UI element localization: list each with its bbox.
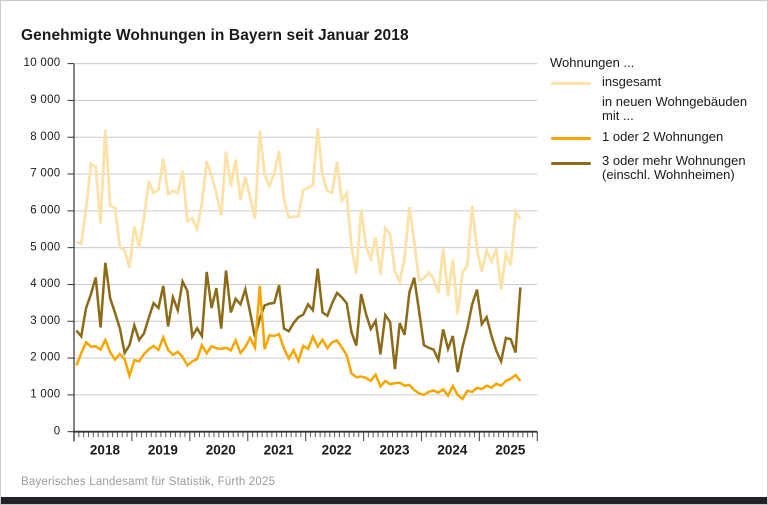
legend-item-large: 3 oder mehr Wohnungen (einschl. Wohnheime…: [550, 154, 746, 182]
svg-text:2022: 2022: [322, 443, 352, 458]
svg-text:2025: 2025: [495, 443, 526, 458]
svg-text:2023: 2023: [379, 443, 410, 458]
legend-swatch-small-icon: [551, 137, 591, 140]
legend-swatch-large-icon: [551, 161, 591, 165]
svg-text:2018: 2018: [90, 443, 121, 458]
chart-title: Genehmigte Wohnungen in Bayern seit Janu…: [21, 27, 409, 44]
legend-item-newbuild: in neuen Wohngebäuden mit ...: [550, 95, 747, 123]
legend-label-large: 3 oder mehr Wohnungen (einschl. Wohnheime…: [602, 153, 746, 182]
svg-text:2020: 2020: [206, 443, 236, 458]
svg-text:2019: 2019: [148, 443, 178, 458]
legend-title: Wohnungen ...: [550, 55, 635, 70]
svg-text:10 000: 10 000: [24, 57, 61, 69]
svg-text:4 000: 4 000: [30, 278, 60, 290]
svg-text:9 000: 9 000: [30, 94, 60, 106]
svg-text:1 000: 1 000: [30, 389, 60, 401]
legend-label-newbuild: in neuen Wohngebäuden mit ...: [602, 94, 748, 123]
svg-text:2021: 2021: [264, 443, 295, 458]
svg-text:0: 0: [54, 425, 61, 437]
source-footer: Bayerisches Landesamt für Statistik, Für…: [21, 476, 276, 488]
svg-text:3 000: 3 000: [30, 315, 60, 327]
legend-item-insgesamt: insgesamt: [550, 75, 661, 89]
svg-text:2024: 2024: [437, 443, 468, 458]
legend-label-total: insgesamt: [602, 74, 662, 89]
svg-text:6 000: 6 000: [30, 204, 60, 216]
bottom-bar: [1, 496, 767, 504]
svg-text:8 000: 8 000: [30, 131, 60, 143]
legend-item-small: 1 oder 2 Wohnungen: [550, 130, 723, 144]
svg-text:2 000: 2 000: [30, 352, 60, 364]
svg-text:7 000: 7 000: [30, 168, 60, 180]
legend-swatch-total-icon: [551, 81, 591, 85]
svg-text:5 000: 5 000: [30, 241, 60, 253]
legend-label-small: 1 oder 2 Wohnungen: [602, 129, 724, 144]
